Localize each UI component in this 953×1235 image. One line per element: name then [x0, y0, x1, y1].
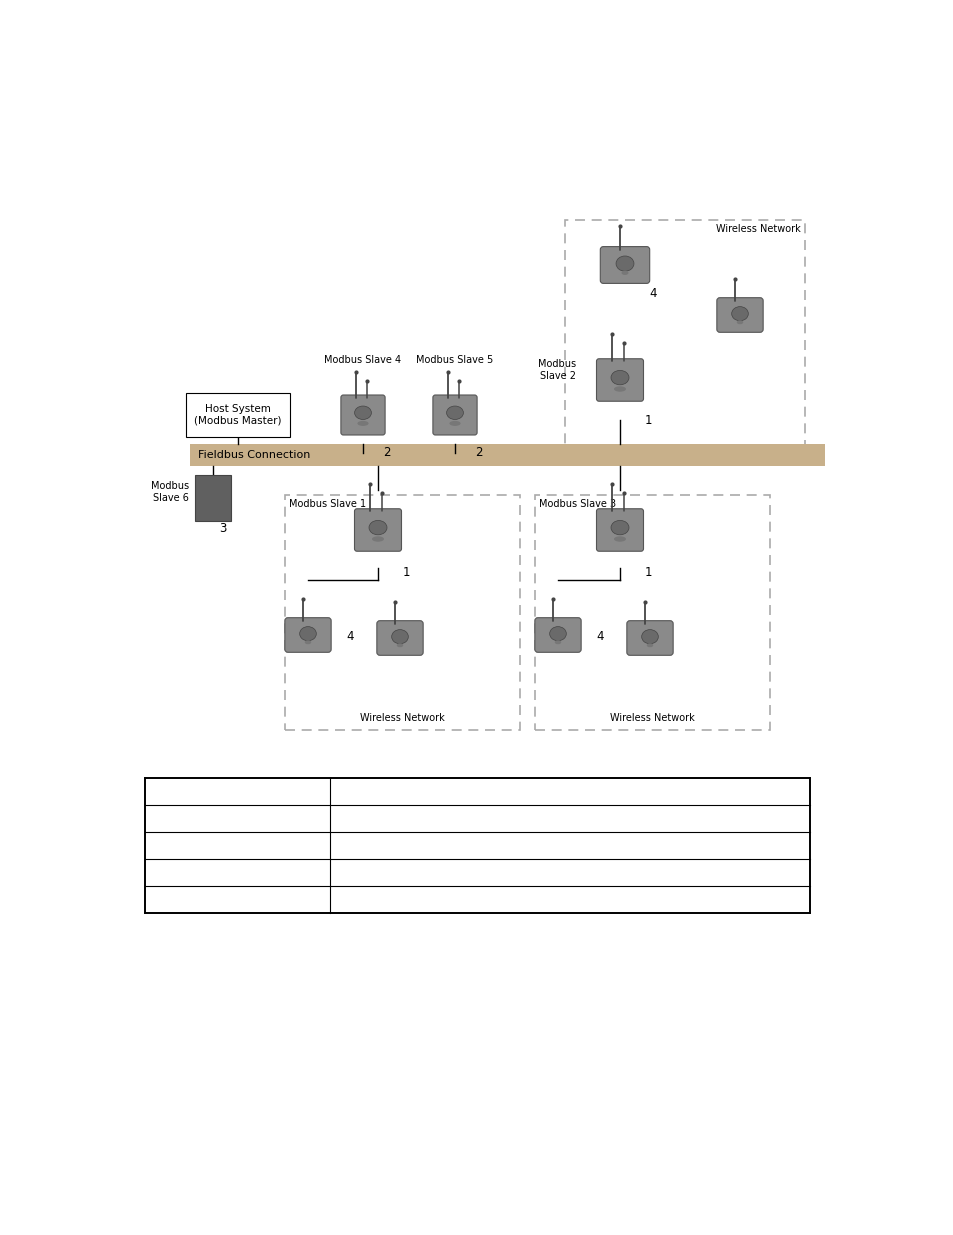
FancyBboxPatch shape	[376, 621, 423, 656]
Text: Modbus
Slave 2: Modbus Slave 2	[537, 359, 576, 380]
Ellipse shape	[620, 270, 628, 275]
Text: 4: 4	[596, 631, 603, 643]
Ellipse shape	[369, 520, 387, 535]
Text: 4: 4	[649, 287, 656, 300]
FancyBboxPatch shape	[285, 618, 331, 652]
Text: 2: 2	[475, 447, 482, 459]
Bar	[285, 495, 519, 730]
Text: 1: 1	[643, 414, 651, 426]
FancyBboxPatch shape	[355, 509, 401, 551]
Ellipse shape	[614, 536, 625, 542]
Bar	[145, 778, 809, 913]
Ellipse shape	[614, 387, 625, 391]
FancyBboxPatch shape	[535, 618, 580, 652]
Text: Wireless Network: Wireless Network	[610, 713, 694, 722]
Ellipse shape	[304, 640, 311, 645]
Ellipse shape	[449, 421, 460, 426]
Ellipse shape	[554, 640, 560, 645]
Ellipse shape	[392, 630, 408, 643]
Ellipse shape	[446, 406, 463, 420]
FancyBboxPatch shape	[626, 621, 673, 656]
Ellipse shape	[357, 421, 368, 426]
Text: Modbus Slave 4: Modbus Slave 4	[324, 354, 401, 366]
Text: Wireless Network: Wireless Network	[359, 713, 444, 722]
Text: Modbus Slave 5: Modbus Slave 5	[416, 354, 493, 366]
FancyBboxPatch shape	[596, 509, 643, 551]
Text: Host System
(Modbus Master): Host System (Modbus Master)	[194, 404, 281, 426]
Text: 2: 2	[383, 447, 391, 459]
Ellipse shape	[372, 536, 384, 542]
FancyBboxPatch shape	[433, 395, 476, 435]
Text: 4: 4	[346, 631, 354, 643]
Ellipse shape	[355, 406, 371, 420]
Text: 1: 1	[643, 566, 651, 578]
Ellipse shape	[549, 626, 566, 641]
Bar	[186, 393, 290, 437]
Text: 1: 1	[402, 566, 410, 578]
Ellipse shape	[610, 370, 628, 385]
FancyBboxPatch shape	[340, 395, 385, 435]
Ellipse shape	[396, 643, 403, 647]
Bar	[194, 475, 231, 521]
Text: Wireless Network: Wireless Network	[716, 224, 801, 233]
FancyBboxPatch shape	[716, 298, 762, 332]
Ellipse shape	[646, 643, 653, 647]
Ellipse shape	[616, 256, 634, 272]
FancyBboxPatch shape	[596, 358, 643, 401]
Bar	[145, 778, 809, 805]
Ellipse shape	[299, 626, 316, 641]
FancyBboxPatch shape	[599, 247, 649, 283]
Bar	[190, 445, 824, 466]
Text: Fieldbus Connection: Fieldbus Connection	[198, 450, 310, 459]
Ellipse shape	[731, 306, 747, 321]
Text: 3: 3	[219, 521, 227, 535]
Bar	[564, 220, 804, 459]
Ellipse shape	[610, 520, 628, 535]
Text: Modbus
Slave 6: Modbus Slave 6	[151, 482, 189, 503]
Text: Modbus Slave 1: Modbus Slave 1	[289, 499, 366, 509]
Ellipse shape	[641, 630, 658, 643]
Text: Modbus Slave 3: Modbus Slave 3	[538, 499, 616, 509]
Ellipse shape	[736, 320, 742, 325]
Bar	[535, 495, 769, 730]
